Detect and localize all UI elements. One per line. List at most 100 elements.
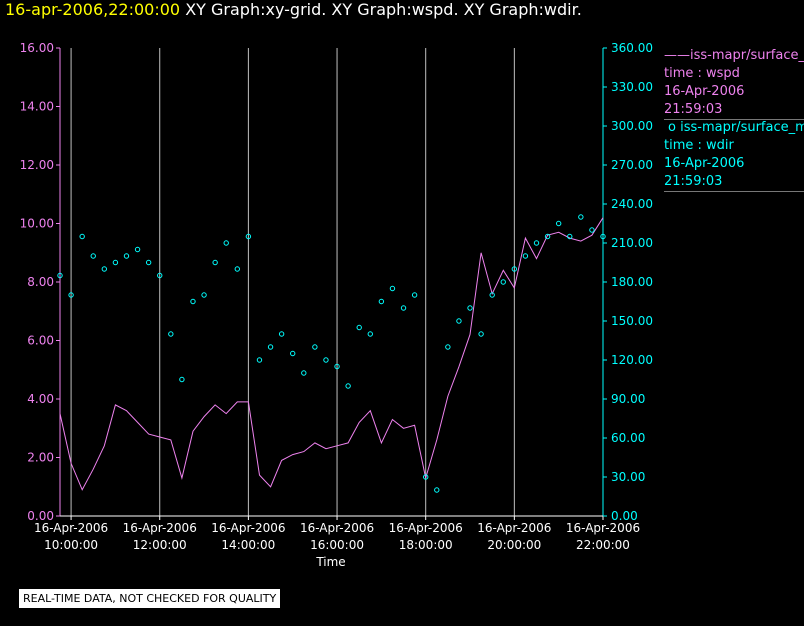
wdir-data-point: [589, 227, 595, 233]
x-axis-label: Time: [315, 555, 345, 569]
legend: ——iss-mapr/surface_m time : wspd 16-Apr-…: [664, 47, 804, 193]
left-tick-label: 12.00: [20, 158, 54, 172]
legend-circle-marker: o: [668, 120, 676, 135]
right-tick-label: 330.00: [611, 80, 653, 94]
wdir-data-point: [411, 292, 418, 298]
wdir-data-point: [145, 259, 152, 266]
wdir-data-point: [301, 370, 307, 376]
wdir-data-point: [434, 487, 440, 493]
wdir-data-point: [511, 266, 518, 272]
right-tick-label: 180.00: [611, 275, 653, 289]
x-tick-label-date: 16-Apr-2006: [211, 521, 285, 535]
wdir-data-point: [112, 259, 119, 266]
wdir-data-point: [422, 474, 429, 480]
x-tick-label-date: 16-Apr-2006: [566, 521, 640, 535]
wdir-data-point: [57, 272, 63, 279]
wdir-data-point: [90, 253, 96, 259]
wdir-data-point: [212, 259, 218, 266]
series: [57, 214, 606, 493]
legend-series-name: iss-mapr/surface_m: [680, 120, 804, 135]
right-tick-label: 240.00: [611, 197, 653, 211]
wdir-data-point: [489, 292, 495, 298]
wdir-data-point: [201, 292, 207, 298]
legend-divider: [664, 119, 804, 120]
left-tick-label: 16.00: [20, 41, 54, 55]
right-tick-label: 60.00: [611, 431, 645, 445]
wdir-data-point: [533, 240, 540, 246]
wdir-data-point: [378, 298, 385, 305]
wdir-data-point: [256, 357, 263, 363]
left-tick-label: 6.00: [27, 334, 54, 348]
wdir-data-point: [345, 383, 351, 389]
right-tick-label: 210.00: [611, 236, 653, 250]
wspd-series-line: [59, 217, 604, 491]
right-tick-label: 0.00: [611, 509, 638, 523]
x-tick-label-date: 16-Apr-2006: [389, 521, 463, 535]
wdir-data-point: [356, 324, 362, 331]
wdir-data-point: [467, 305, 473, 311]
wdir-data-point: [267, 344, 274, 350]
wdir-data-point: [555, 220, 562, 227]
axes: Time: [59, 48, 604, 569]
legend-entry-wdir: o iss-mapr/surface_m: [668, 119, 804, 137]
left-tick-label: 14.00: [20, 100, 54, 114]
x-tick-label-time: 12:00:00: [133, 538, 187, 552]
wdir-data-point: [522, 253, 529, 259]
wdir-data-point: [223, 240, 229, 246]
x-tick-label-time: 10:00:00: [44, 538, 98, 552]
wdir-data-point: [334, 363, 340, 370]
x-tick-label-time: 20:00:00: [487, 538, 541, 552]
x-tick-label-date: 16-Apr-2006: [300, 521, 374, 535]
wdir-data-point: [567, 233, 573, 240]
legend-entry-wspd: ——iss-mapr/surface_m: [664, 47, 804, 65]
x-tick-label-time: 14:00:00: [221, 538, 275, 552]
legend-wspd-date: 16-Apr-2006: [664, 84, 745, 99]
legend-wdir-variable: time : wdir: [664, 138, 734, 153]
right-tick-label: 300.00: [611, 119, 653, 133]
right-tick-label: 270.00: [611, 158, 653, 172]
wdir-data-point: [278, 331, 285, 337]
wdir-data-point: [134, 246, 141, 253]
left-tick-label: 10.00: [20, 217, 54, 231]
legend-wspd-variable: time : wspd: [664, 66, 740, 81]
wdir-data-point: [245, 233, 252, 240]
wdir-data-point: [190, 298, 196, 305]
wdir-data-point: [123, 253, 130, 259]
legend-wdir-time: 21:59:03: [664, 174, 723, 189]
wdir-data-point: [500, 279, 506, 285]
timestamp: 16-apr-2006,22:00:00: [5, 0, 181, 19]
left-tick-label: 4.00: [27, 392, 54, 406]
x-tick-label-time: 22:00:00: [576, 538, 630, 552]
x-tick-label-date: 16-Apr-2006: [123, 521, 197, 535]
wdir-data-point: [290, 350, 296, 357]
wdir-data-point: [544, 233, 551, 240]
legend-wspd-time: 21:59:03: [664, 102, 723, 117]
wdir-data-point: [312, 344, 318, 350]
wdir-data-point: [445, 344, 451, 350]
wdir-data-point: [79, 233, 85, 240]
wdir-data-point: [367, 331, 373, 337]
right-tick-label: 90.00: [611, 392, 645, 406]
wdir-data-point: [400, 305, 407, 311]
legend-series-name: iss-mapr/surface_m: [690, 48, 804, 63]
wdir-data-point: [157, 272, 163, 279]
wdir-data-point: [234, 266, 241, 272]
left-tick-label: 2.00: [27, 451, 54, 465]
legend-wdir-date: 16-Apr-2006: [664, 156, 745, 171]
wdir-data-point: [68, 292, 74, 298]
legend-divider: [664, 191, 804, 192]
wdir-data-point: [179, 376, 185, 383]
graph-list: XY Graph:xy-grid. XY Graph:wspd. XY Grap…: [185, 0, 582, 19]
x-tick-label-date: 16-Apr-2006: [477, 521, 551, 535]
x-tick-label-time: 18:00:00: [399, 538, 453, 552]
x-tick-label-time: 16:00:00: [310, 538, 364, 552]
right-tick-label: 150.00: [611, 314, 653, 328]
left-tick-label: 8.00: [27, 275, 54, 289]
title-bar: 16-apr-2006,22:00:00 XY Graph:xy-grid. X…: [5, 0, 582, 19]
quality-notice: REAL-TIME DATA, NOT CHECKED FOR QUALITY: [19, 589, 281, 608]
tick-labels: 16-Apr-2006 10:00:00 16-Apr-2006 12:00:00 16…: [20, 41, 653, 552]
right-tick-label: 360.00: [611, 41, 653, 55]
wdir-data-point: [600, 233, 606, 240]
right-tick-label: 30.00: [611, 470, 645, 484]
